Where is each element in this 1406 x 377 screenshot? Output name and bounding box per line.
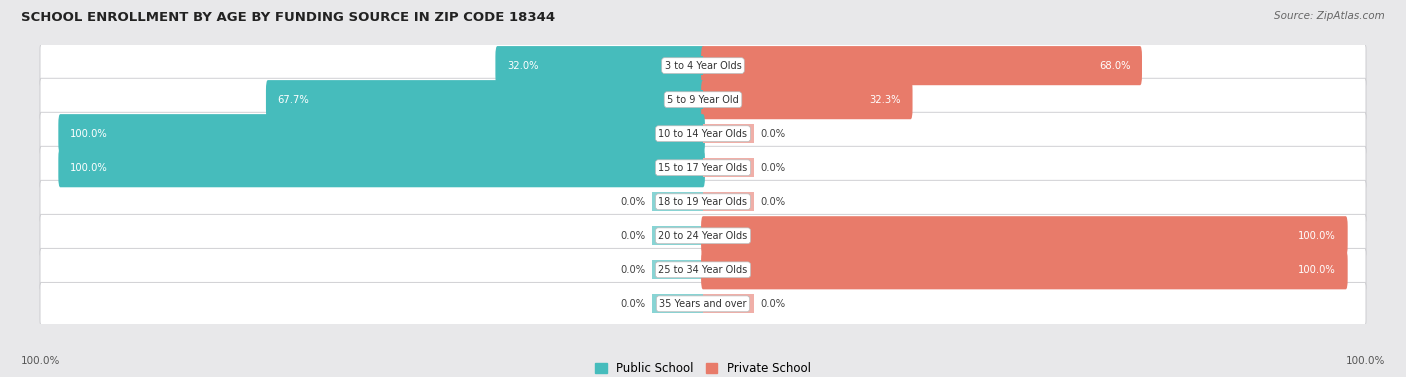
FancyBboxPatch shape <box>39 44 1367 87</box>
FancyBboxPatch shape <box>266 80 704 119</box>
Text: 0.0%: 0.0% <box>620 299 645 309</box>
Text: 18 to 19 Year Olds: 18 to 19 Year Olds <box>658 197 748 207</box>
Text: 100.0%: 100.0% <box>1346 356 1385 366</box>
Text: 100.0%: 100.0% <box>70 163 108 173</box>
Text: 0.0%: 0.0% <box>620 231 645 241</box>
Bar <box>651 261 703 279</box>
Bar <box>703 90 911 109</box>
Text: 10 to 14 Year Olds: 10 to 14 Year Olds <box>658 129 748 139</box>
Bar <box>498 56 703 75</box>
Text: 5 to 9 Year Old: 5 to 9 Year Old <box>666 95 740 105</box>
Text: 0.0%: 0.0% <box>761 197 786 207</box>
Legend: Public School, Private School: Public School, Private School <box>591 357 815 377</box>
Text: 68.0%: 68.0% <box>1099 61 1130 70</box>
FancyBboxPatch shape <box>495 46 704 85</box>
Text: SCHOOL ENROLLMENT BY AGE BY FUNDING SOURCE IN ZIP CODE 18344: SCHOOL ENROLLMENT BY AGE BY FUNDING SOUR… <box>21 11 555 24</box>
Text: 100.0%: 100.0% <box>1298 231 1336 241</box>
FancyBboxPatch shape <box>58 114 704 153</box>
FancyBboxPatch shape <box>702 46 1142 85</box>
Bar <box>651 192 703 211</box>
Text: 3 to 4 Year Olds: 3 to 4 Year Olds <box>665 61 741 70</box>
Bar <box>703 192 755 211</box>
Text: 35 Years and over: 35 Years and over <box>659 299 747 309</box>
Text: 25 to 34 Year Olds: 25 to 34 Year Olds <box>658 265 748 275</box>
FancyBboxPatch shape <box>39 78 1367 121</box>
Text: 0.0%: 0.0% <box>620 197 645 207</box>
Text: 0.0%: 0.0% <box>620 265 645 275</box>
FancyBboxPatch shape <box>39 112 1367 155</box>
Text: 100.0%: 100.0% <box>21 356 60 366</box>
Text: 32.0%: 32.0% <box>508 61 538 70</box>
Text: 100.0%: 100.0% <box>70 129 108 139</box>
Bar <box>703 227 1346 245</box>
Bar <box>651 227 703 245</box>
FancyBboxPatch shape <box>39 282 1367 325</box>
Bar <box>60 158 703 177</box>
Bar <box>651 294 703 313</box>
Bar <box>703 124 755 143</box>
FancyBboxPatch shape <box>702 250 1348 290</box>
FancyBboxPatch shape <box>39 146 1367 189</box>
Text: 20 to 24 Year Olds: 20 to 24 Year Olds <box>658 231 748 241</box>
FancyBboxPatch shape <box>39 248 1367 291</box>
Text: Source: ZipAtlas.com: Source: ZipAtlas.com <box>1274 11 1385 21</box>
FancyBboxPatch shape <box>702 80 912 119</box>
Text: 100.0%: 100.0% <box>1298 265 1336 275</box>
Text: 0.0%: 0.0% <box>761 129 786 139</box>
Text: 67.7%: 67.7% <box>277 95 309 105</box>
FancyBboxPatch shape <box>702 216 1348 255</box>
Bar <box>703 294 755 313</box>
Bar <box>703 158 755 177</box>
FancyBboxPatch shape <box>39 180 1367 223</box>
Bar <box>60 124 703 143</box>
Text: 15 to 17 Year Olds: 15 to 17 Year Olds <box>658 163 748 173</box>
Text: 32.3%: 32.3% <box>869 95 901 105</box>
Bar <box>269 90 703 109</box>
Text: 0.0%: 0.0% <box>761 163 786 173</box>
FancyBboxPatch shape <box>39 215 1367 257</box>
Bar <box>703 261 1346 279</box>
Bar <box>703 56 1140 75</box>
FancyBboxPatch shape <box>58 148 704 187</box>
Text: 0.0%: 0.0% <box>761 299 786 309</box>
